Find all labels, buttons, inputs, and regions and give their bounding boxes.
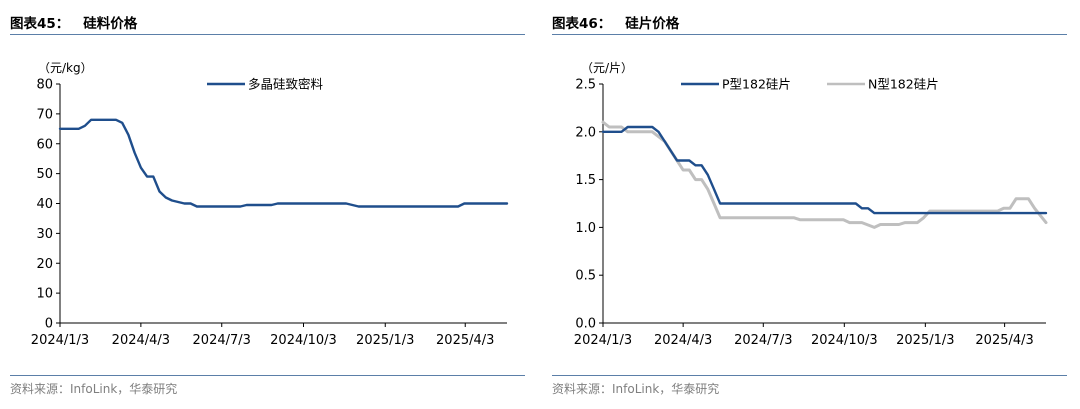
source-note: 资料来源：InfoLink，华泰研究 [552,382,720,396]
series-line [601,125,1048,215]
x-tick-label: 2024/10/3 [811,333,878,348]
figure-name: 硅片价格 [625,16,680,32]
source-rule [552,375,1067,376]
figure-title: 图表45： 硅料价格 [10,12,137,32]
y-tick-label: 60 [36,137,53,152]
y-tick-label: 1.5 [575,173,596,188]
y-tick-label: 1.0 [575,221,596,236]
x-tick-label: 2024/7/3 [734,333,792,348]
x-tick-label: 2024/1/3 [574,333,632,348]
figure-label: 图表46： [552,16,612,32]
y-tick-label: 2.0 [575,125,596,140]
x-tick-label: 2024/4/3 [654,333,712,348]
x-tick-label: 2024/1/3 [31,333,89,348]
y-tick-label: 40 [36,197,53,212]
figure-label: 图表45： [10,16,70,32]
source-note: 资料来源：InfoLink，华泰研究 [10,382,178,396]
x-tick-label: 2024/10/3 [270,333,337,348]
series-line [601,120,1048,229]
y-tick-label: 2.5 [575,78,596,93]
series-line [58,118,509,208]
x-tick-label: 2025/1/3 [896,333,954,348]
figure-title: 图表46： 硅片价格 [552,12,679,32]
y-tick-label: 0.0 [575,317,596,332]
x-tick-label: 2025/4/3 [436,333,494,348]
y-tick-label: 80 [36,78,53,93]
title-rule [10,34,525,35]
y-unit-label: （元/kg） [38,61,93,75]
y-tick-label: 0 [45,317,53,332]
y-tick-label: 20 [36,257,53,272]
source-rule [10,375,525,376]
y-tick-label: 0.5 [575,269,596,284]
y-tick-label: 10 [36,287,53,302]
wafer-price-chart: 0.0 0.5 1.0 1.5 2.0 2.5 （元/片） 2024/1/3 2024/4/3 2… [574,61,1048,348]
chart-panel-wafer: 图表46： 硅片价格 0.0 0.5 1.0 1.5 2.0 2.5 （元/片） 2024/1/… [552,0,1072,409]
x-tick-label: 2024/4/3 [112,333,170,348]
y-unit-label: （元/片） [581,61,633,75]
silicon-material-price-chart: 0 10 20 30 40 50 60 70 80 （元/kg） 2024/1/3 2024/4/3 2… [31,61,509,348]
x-tick-label: 2025/1/3 [356,333,414,348]
title-rule [552,34,1067,35]
chart-panel-silicon-material: 图表45： 硅料价格 0 10 20 30 40 50 60 70 80 （元/kg） 2024/1/… [10,0,530,409]
figure-name: 硅料价格 [83,16,138,32]
x-tick-label: 2024/7/3 [193,333,251,348]
y-tick-label: 30 [36,227,53,242]
legend-label: N型182硅片 [868,77,939,92]
x-tick-label: 2025/4/3 [975,333,1033,348]
legend-label: 多晶硅致密料 [248,77,324,92]
y-tick-label: 70 [36,107,53,122]
legend-label: P型182硅片 [722,77,791,92]
y-tick-label: 50 [36,167,53,182]
